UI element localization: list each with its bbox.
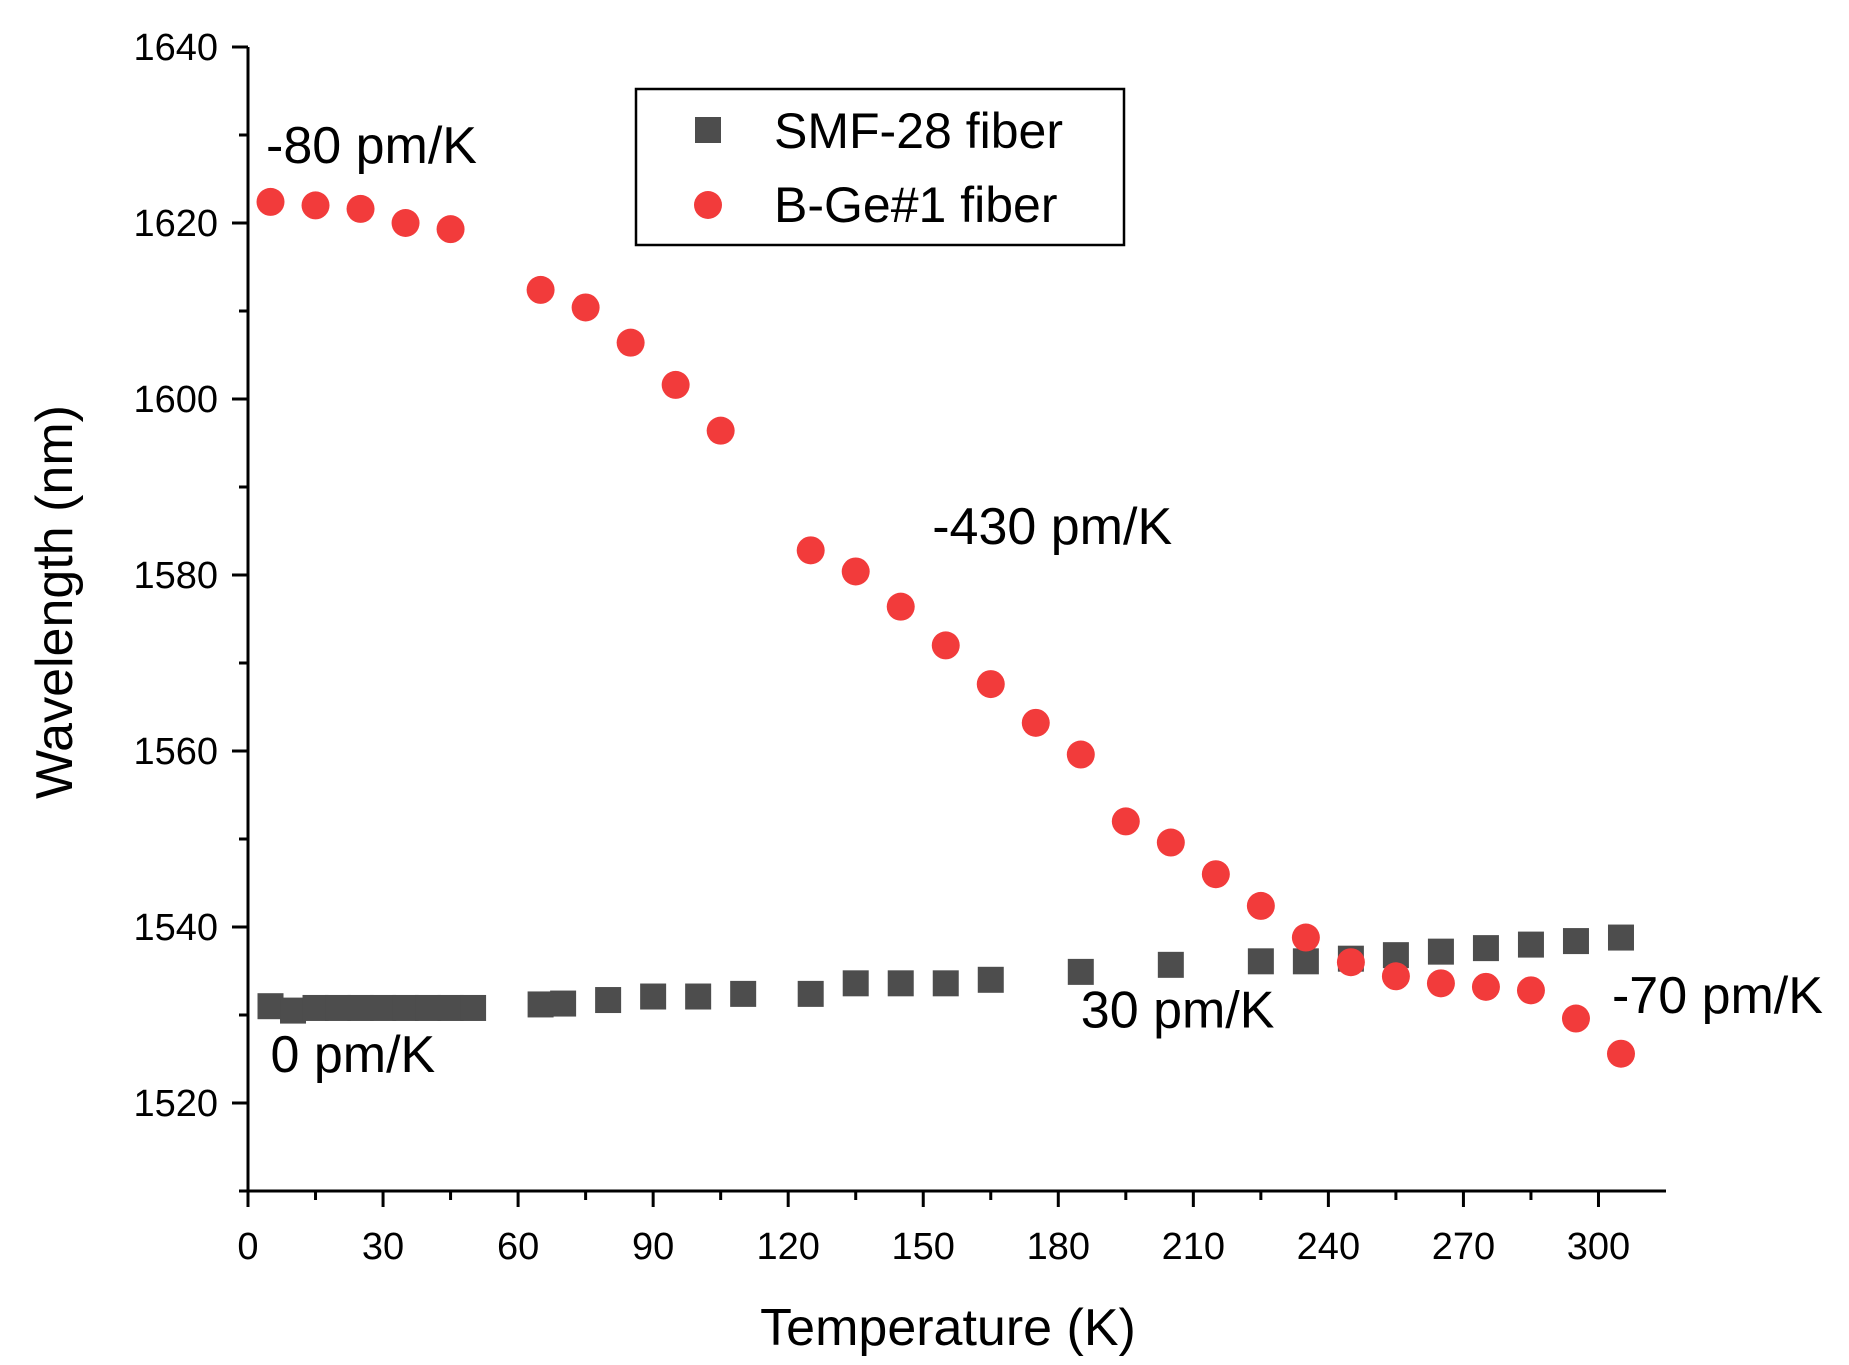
data-point-square <box>1607 924 1634 951</box>
x-tick-label: 210 <box>1162 1226 1225 1268</box>
data-point-circle <box>301 191 330 220</box>
data-point-square <box>685 983 712 1010</box>
data-point-circle <box>256 187 285 216</box>
data-point-circle <box>1426 969 1455 998</box>
data-point-square <box>527 991 554 1018</box>
data-point-circle <box>1246 891 1275 920</box>
x-tick-label: 30 <box>362 1226 404 1268</box>
y-axis-title: Wavelength (nm) <box>26 405 84 799</box>
data-point-square <box>415 994 442 1021</box>
y-tick-label: 1620 <box>133 203 218 245</box>
data-point-square <box>1067 958 1094 985</box>
data-point-square <box>640 983 667 1010</box>
data-point-circle <box>1471 972 1500 1001</box>
data-point-circle <box>1156 828 1185 857</box>
data-point-square <box>280 997 307 1024</box>
data-point-square <box>370 994 397 1021</box>
data-point-circle <box>391 209 420 237</box>
data-point-circle <box>796 536 825 565</box>
x-tick-label: 120 <box>756 1226 819 1268</box>
axes: 0 30 60 90 120 150 180 210 240 270 300 1520 1540 1560… <box>133 27 1666 1268</box>
x-tick-label: 150 <box>892 1226 955 1268</box>
legend-marker-bge1 <box>694 191 722 219</box>
data-point-circle <box>1336 948 1365 977</box>
annotations: -80 pm/K -430 pm/K 0 pm/K 30 pm/K -70 pm/K <box>266 117 1823 1084</box>
x-tick-label: 240 <box>1297 1226 1360 1268</box>
legend-marker-smf28 <box>695 117 721 143</box>
data-point-circle <box>1516 976 1545 1005</box>
data-point-square <box>1292 948 1319 975</box>
data-point-circle <box>841 557 870 586</box>
legend-label-smf28: SMF-28 fiber <box>774 103 1063 159</box>
data-point-square <box>1247 948 1274 975</box>
series-smf28 <box>257 924 1634 1024</box>
x-tick-label: 90 <box>632 1226 674 1268</box>
data-point-square <box>347 994 374 1021</box>
y-tick-label: 1640 <box>133 27 218 69</box>
data-point-square <box>460 994 487 1021</box>
data-point-square <box>257 993 284 1020</box>
data-point-square <box>1472 935 1499 962</box>
data-point-square <box>797 980 824 1007</box>
data-point-square <box>977 966 1004 993</box>
legend-frame <box>634 87 1126 247</box>
data-point-square <box>1517 931 1544 958</box>
data-point-square <box>1157 951 1184 978</box>
data-series <box>256 187 1635 1068</box>
slope-annotation: -70 pm/K <box>1612 967 1823 1025</box>
y-tick-label: 1600 <box>133 379 218 421</box>
data-point-circle <box>886 592 915 621</box>
data-point-circle <box>1201 860 1230 889</box>
data-point-square <box>730 980 757 1007</box>
data-point-square <box>1562 928 1589 955</box>
data-point-square <box>550 990 577 1017</box>
data-point-square <box>1427 938 1454 965</box>
data-point-circle <box>436 215 465 244</box>
series-bge1 <box>256 187 1635 1068</box>
legend-label-bge1: B-Ge#1 fiber <box>774 177 1057 233</box>
x-tick-label: 300 <box>1567 1226 1630 1268</box>
x-tick-label: 180 <box>1027 1226 1090 1268</box>
data-point-square <box>932 970 959 997</box>
y-tick-label: 1580 <box>133 555 218 597</box>
legend: SMF-28 fiber B-Ge#1 fiber <box>634 87 1126 247</box>
data-point-square <box>302 994 329 1021</box>
slope-annotation: 30 pm/K <box>1081 981 1275 1039</box>
data-point-circle <box>1066 740 1095 769</box>
data-point-circle <box>1111 807 1140 836</box>
slope-annotation: 0 pm/K <box>271 1026 436 1084</box>
data-point-circle <box>706 416 735 445</box>
data-point-square <box>437 994 464 1021</box>
data-point-circle <box>931 631 960 660</box>
x-axis-title: Temperature (K) <box>760 1299 1136 1357</box>
data-point-circle <box>571 293 600 322</box>
data-point-square <box>595 987 622 1014</box>
x-tick-label: 60 <box>497 1226 539 1268</box>
data-point-square <box>392 994 419 1021</box>
y-tick-label: 1560 <box>133 731 218 773</box>
data-point-square <box>842 970 869 997</box>
y-tick-label: 1540 <box>133 907 218 949</box>
data-point-circle <box>661 370 690 399</box>
x-tick-label: 0 <box>237 1226 258 1268</box>
x-tick-label: 270 <box>1432 1226 1495 1268</box>
slope-annotation: -80 pm/K <box>266 117 477 175</box>
y-tick-label: 1520 <box>133 1083 218 1125</box>
data-point-square <box>887 970 914 997</box>
data-point-circle <box>1561 1004 1590 1033</box>
data-point-circle <box>346 194 375 223</box>
data-point-circle <box>616 328 645 357</box>
data-point-square <box>325 994 352 1021</box>
slope-annotation: -430 pm/K <box>932 498 1172 556</box>
data-point-circle <box>526 275 555 304</box>
data-point-circle <box>1381 962 1410 991</box>
data-point-circle <box>1291 923 1320 952</box>
data-point-circle <box>1606 1039 1635 1068</box>
data-point-circle <box>1021 708 1050 737</box>
data-point-circle <box>976 670 1005 699</box>
